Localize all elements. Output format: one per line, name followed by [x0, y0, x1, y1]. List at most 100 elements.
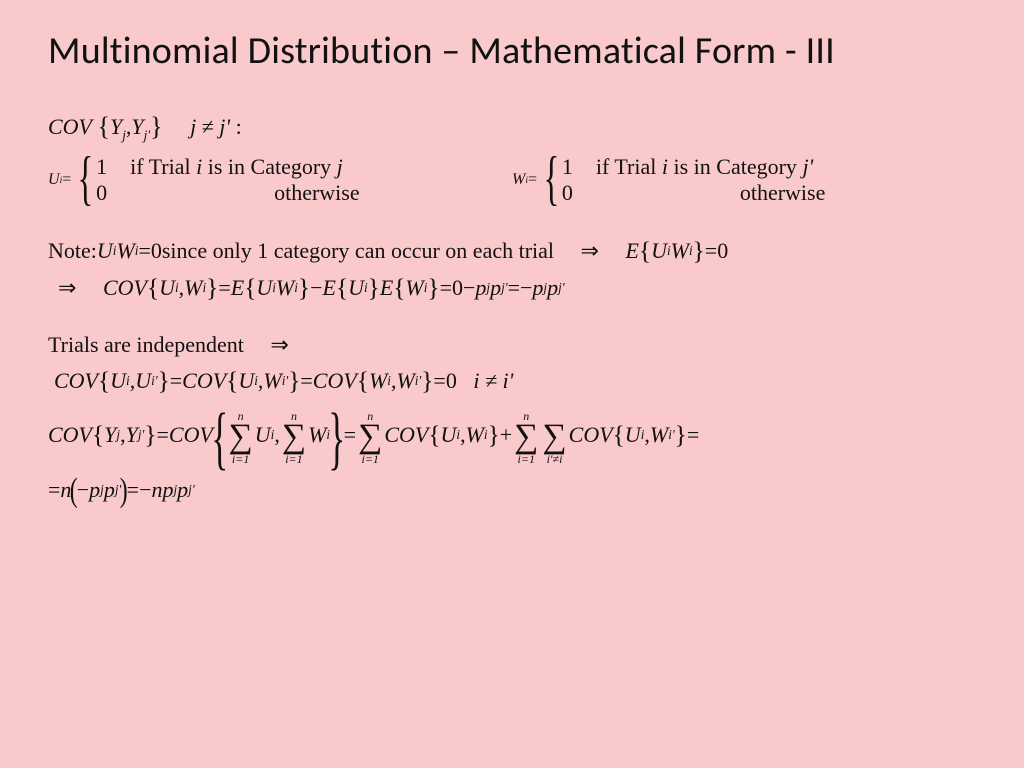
u-def: Ui = { 1 if Trial i is in Category j 0 o…	[48, 154, 512, 206]
U11: U	[441, 422, 457, 448]
slide-title: Multinomial Distribution – Mathematical …	[48, 28, 976, 74]
suml2: i=1	[285, 453, 302, 465]
eq4: =	[705, 238, 717, 264]
left-brace2: {	[544, 153, 560, 204]
eq9: =	[300, 368, 312, 394]
z4: 0	[446, 368, 457, 394]
W3: W	[671, 238, 689, 264]
bo4: {	[336, 274, 348, 303]
bo6: {	[98, 367, 110, 396]
W9: W	[396, 368, 414, 394]
W12: W	[650, 422, 668, 448]
Y-sym: Y	[110, 114, 122, 139]
W11: W	[466, 422, 484, 448]
bc4: }	[368, 274, 380, 303]
ine-ip: i ≠ i'	[473, 368, 513, 394]
U-sym2: U	[97, 238, 113, 264]
cov2: COV	[103, 275, 147, 301]
bo5: {	[393, 274, 405, 303]
U5: U	[256, 275, 272, 301]
cov-uiwi-line: ⇒ COV{Ui,Wi} = E{UiWi} − E{Ui} E{Wi} = 0…	[48, 273, 976, 302]
note-line: Note: UiWi = 0 since only 1 category can…	[48, 236, 976, 265]
U6: U	[348, 275, 364, 301]
sjp5: j'	[188, 482, 194, 498]
suml4: i=1	[518, 453, 535, 465]
z2: 0	[717, 238, 728, 264]
sum2: n∑i=1	[282, 410, 306, 465]
left-brace: {	[78, 153, 94, 204]
note-pre: Note:	[48, 238, 97, 264]
suml3: i=1	[362, 453, 379, 465]
p7: p	[177, 477, 188, 503]
bc10: }	[488, 421, 500, 450]
W-sym: W	[512, 171, 525, 189]
sjp2: j'	[558, 280, 564, 296]
u-cases: 1 if Trial i is in Category j 0 otherwis…	[96, 154, 360, 206]
sum4: n∑i=1	[514, 410, 538, 465]
bc11: }	[675, 421, 687, 450]
ne-sym: ≠	[196, 114, 219, 139]
bc: }	[693, 237, 705, 266]
sum1: n∑i=1	[229, 410, 253, 465]
bo3: {	[244, 274, 256, 303]
eq8: =	[170, 368, 182, 394]
otherwise-text: otherwise	[124, 180, 360, 206]
W8: W	[369, 368, 387, 394]
if-trial2: if Trial	[596, 154, 662, 179]
cov4: COV	[182, 368, 226, 394]
W-sym2: W	[116, 238, 134, 264]
eq11: =	[156, 422, 168, 448]
colon: :	[236, 114, 242, 139]
U8: U	[135, 368, 151, 394]
z3: 0	[452, 275, 463, 301]
zero: 0	[151, 238, 162, 264]
U4: U	[159, 275, 175, 301]
indicator-definitions: Ui = { 1 if Trial i is in Category j 0 o…	[48, 154, 976, 206]
bo: {	[639, 237, 651, 266]
bo8: {	[357, 367, 369, 396]
eq13: =	[687, 422, 699, 448]
paren-open: (	[70, 476, 78, 507]
sum5: ∑i'≠i	[542, 410, 566, 465]
bo10: {	[428, 421, 440, 450]
bo2: {	[147, 274, 159, 303]
min4: −	[77, 477, 89, 503]
plus1: +	[500, 422, 512, 448]
bc8: }	[421, 367, 433, 396]
implies3: ⇒	[260, 332, 298, 358]
final-line: = n ( − pjpj' ) = − npjpj'	[48, 474, 976, 505]
min3: −	[520, 275, 532, 301]
bc7: }	[288, 367, 300, 396]
np-sym: np	[152, 477, 174, 503]
eq7: =	[508, 275, 520, 301]
suml1: i=1	[232, 453, 249, 465]
case-one: 1	[96, 154, 124, 180]
U7: U	[110, 368, 126, 394]
case-one2: 1	[562, 154, 590, 180]
eq12: =	[344, 422, 356, 448]
min5: −	[139, 477, 151, 503]
eq15: =	[127, 477, 139, 503]
cov3: COV	[54, 368, 98, 394]
bc3: }	[298, 274, 310, 303]
paren-close: )	[120, 476, 128, 507]
sum3: n∑i=1	[358, 410, 382, 465]
cov9: COV	[569, 422, 613, 448]
bo11: {	[613, 421, 625, 450]
min2: −	[463, 275, 475, 301]
bc9: }	[144, 421, 156, 450]
E4: E	[380, 275, 393, 301]
p6: p	[104, 477, 115, 503]
W10: W	[308, 422, 326, 448]
bc6: }	[158, 367, 170, 396]
bo9: {	[92, 421, 104, 450]
bigbrace-close: }	[328, 407, 345, 470]
eq5: =	[218, 275, 230, 301]
implies2: ⇒	[48, 275, 86, 301]
indep-line: Trials are independent ⇒	[48, 332, 976, 358]
U3: U	[651, 238, 667, 264]
W5: W	[276, 275, 294, 301]
U12: U	[625, 422, 641, 448]
cov7: COV	[169, 422, 213, 448]
E3: E	[322, 275, 335, 301]
